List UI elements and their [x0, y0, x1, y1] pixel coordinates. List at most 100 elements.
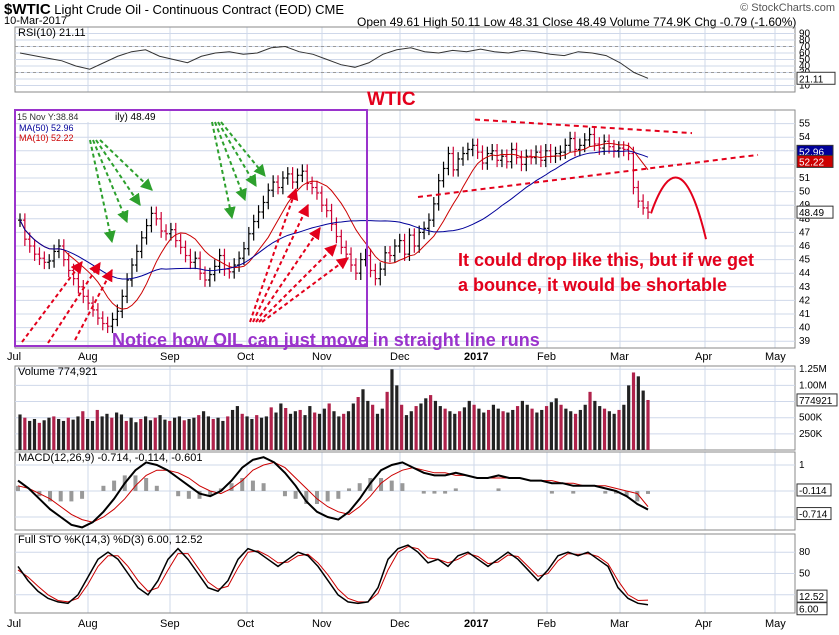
month-label: Mar	[610, 351, 629, 363]
ma10-line	[19, 142, 649, 310]
volume-bar	[641, 390, 645, 450]
macd-histogram-bar	[293, 491, 298, 499]
month-label: Dec	[390, 351, 410, 363]
volume-bar	[163, 419, 167, 450]
green-arrow	[211, 121, 236, 220]
volume-bar	[148, 420, 153, 450]
volume-bar	[76, 416, 80, 450]
volume-bar	[400, 404, 404, 450]
y-tick-label: 46	[799, 241, 811, 252]
volume-bar	[158, 415, 162, 450]
volume-bar	[235, 406, 239, 450]
volume-bar	[226, 416, 230, 450]
rsi-last-label: 21.11	[799, 74, 824, 85]
volume-bar	[119, 414, 124, 450]
volume-bar	[351, 403, 355, 450]
sto-last-label: 6.00	[799, 605, 819, 616]
volume-bar	[240, 413, 244, 450]
macd-histogram-bar	[613, 491, 618, 494]
volume-bar	[622, 404, 626, 450]
volume-bar	[293, 411, 297, 450]
volume-bar	[491, 404, 496, 450]
volume-bar	[530, 408, 534, 450]
volume-bar	[438, 406, 442, 450]
volume-bar	[540, 409, 544, 450]
volume-bar	[564, 408, 568, 450]
volume-bar	[230, 409, 235, 450]
exchange: CME	[315, 2, 345, 17]
volume-title: Volume 774,921	[18, 366, 98, 378]
symbol-name: Light Crude Oil - Continuous Contract (E…	[54, 2, 312, 17]
macd-histogram-bar	[48, 491, 53, 502]
green-arrow	[95, 139, 141, 206]
green-arrow	[217, 121, 257, 188]
macd-histogram-bar	[282, 491, 287, 497]
volume-bar	[259, 417, 264, 450]
bottom-month-label: Feb	[537, 618, 556, 630]
macd-histogram-bar	[357, 483, 362, 491]
volume-bar	[617, 409, 621, 450]
bottom-month-label: Mar	[610, 618, 629, 630]
macd-histogram-bar	[154, 485, 159, 491]
volume-bar	[515, 406, 520, 450]
macd-histogram-bar	[347, 488, 352, 491]
volume-bar	[110, 417, 114, 450]
macd-last-box	[796, 507, 832, 521]
ma50-line	[19, 150, 649, 280]
bottom-month-label: Apr	[695, 618, 712, 630]
volume-bar	[313, 412, 317, 450]
volume-bar	[598, 406, 602, 450]
sto-title: Full STO %K(14,3) %D(3) 6.00, 12.52	[18, 534, 202, 546]
macd-histogram-bar	[389, 480, 394, 491]
red-arrow	[255, 227, 321, 323]
rsi-line	[19, 45, 649, 79]
bottom-month-label: Aug	[78, 618, 98, 630]
sto-last-box	[796, 602, 828, 616]
price-last-box	[796, 154, 834, 168]
volume-bar	[284, 408, 288, 450]
y-tick-label: 40	[799, 61, 811, 72]
volume-bar	[23, 417, 27, 450]
volume-bar	[245, 416, 249, 450]
volume-bar	[197, 415, 201, 450]
y-tick-label: 60	[799, 48, 811, 59]
red-arrow	[74, 268, 113, 341]
macd-histogram-bar	[58, 491, 63, 502]
sto-last-box	[796, 589, 828, 603]
volume-bar	[409, 411, 413, 450]
volume-bar	[583, 404, 587, 450]
month-label: May	[765, 351, 786, 363]
volume-bar	[371, 404, 375, 450]
y-tick-label: 80	[799, 547, 811, 558]
macd-histogram-bar	[624, 491, 629, 497]
bottom-month-label: Nov	[312, 618, 332, 630]
volume-bar	[47, 417, 51, 450]
volume-bar	[90, 420, 95, 450]
ohlc-readout: Open 49.61 High 50.11 Low 48.31 Close 48…	[357, 15, 797, 29]
volume-bar	[569, 411, 573, 450]
volume-bar	[443, 408, 447, 450]
month-label: Oct	[237, 351, 254, 363]
highlight-box	[14, 109, 368, 347]
volume-bar	[32, 418, 37, 450]
volume-bar	[182, 420, 186, 450]
price-panel-frame	[14, 109, 796, 349]
volume-bar	[250, 418, 254, 450]
macd-histogram-bar	[197, 491, 202, 499]
y-tick-label: 250K	[799, 429, 823, 440]
month-label: Jul	[7, 351, 21, 363]
projection-curve	[650, 176, 707, 240]
volume-bar	[458, 411, 462, 450]
price-last-label: 52.22	[799, 157, 824, 168]
chart-symbol-header: $WTIC Light Crude Oil - Continuous Contr…	[4, 1, 344, 18]
volume-bar	[317, 413, 322, 450]
red-arrow	[21, 261, 83, 343]
volume-bar	[172, 417, 177, 450]
y-tick-label: 41	[799, 309, 811, 320]
macd-histogram-bar	[453, 488, 458, 491]
macd-last-box	[796, 483, 832, 497]
volume-bar	[646, 399, 650, 450]
sto-k-line	[17, 544, 649, 606]
volume-bar	[144, 416, 148, 450]
volume-bar	[395, 385, 399, 450]
